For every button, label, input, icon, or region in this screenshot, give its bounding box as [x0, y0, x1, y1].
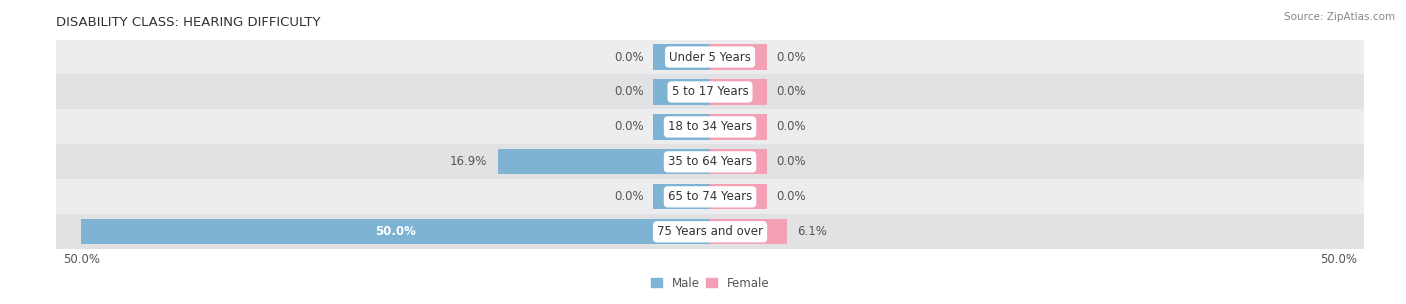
- Bar: [710, 149, 766, 174]
- Bar: [56, 74, 1364, 109]
- Bar: [56, 109, 1364, 144]
- Text: 0.0%: 0.0%: [614, 190, 644, 203]
- Bar: [710, 184, 766, 209]
- Text: 0.0%: 0.0%: [776, 85, 806, 98]
- Text: Source: ZipAtlas.com: Source: ZipAtlas.com: [1284, 12, 1395, 22]
- Bar: [654, 44, 710, 70]
- Text: 0.0%: 0.0%: [776, 155, 806, 168]
- Text: 6.1%: 6.1%: [797, 225, 827, 238]
- Text: Under 5 Years: Under 5 Years: [669, 50, 751, 64]
- Text: 18 to 34 Years: 18 to 34 Years: [668, 120, 752, 133]
- Bar: [56, 214, 1364, 249]
- Text: 0.0%: 0.0%: [776, 120, 806, 133]
- Text: 50.0%: 50.0%: [375, 225, 416, 238]
- Bar: [710, 44, 766, 70]
- Text: 0.0%: 0.0%: [614, 120, 644, 133]
- Bar: [710, 114, 766, 140]
- Bar: [56, 40, 1364, 74]
- Text: 75 Years and over: 75 Years and over: [657, 225, 763, 238]
- Text: 35 to 64 Years: 35 to 64 Years: [668, 155, 752, 168]
- Bar: [498, 149, 710, 174]
- Text: 0.0%: 0.0%: [614, 85, 644, 98]
- Text: DISABILITY CLASS: HEARING DIFFICULTY: DISABILITY CLASS: HEARING DIFFICULTY: [56, 16, 321, 29]
- Bar: [654, 184, 710, 209]
- Bar: [710, 219, 787, 244]
- Bar: [56, 144, 1364, 179]
- Bar: [654, 79, 710, 105]
- Text: 16.9%: 16.9%: [450, 155, 488, 168]
- Bar: [82, 219, 710, 244]
- Bar: [56, 179, 1364, 214]
- Text: 5 to 17 Years: 5 to 17 Years: [672, 85, 748, 98]
- Text: 0.0%: 0.0%: [776, 190, 806, 203]
- Bar: [654, 114, 710, 140]
- Text: 0.0%: 0.0%: [614, 50, 644, 64]
- Text: 0.0%: 0.0%: [776, 50, 806, 64]
- Text: 65 to 74 Years: 65 to 74 Years: [668, 190, 752, 203]
- Bar: [710, 79, 766, 105]
- Legend: Male, Female: Male, Female: [651, 277, 769, 289]
